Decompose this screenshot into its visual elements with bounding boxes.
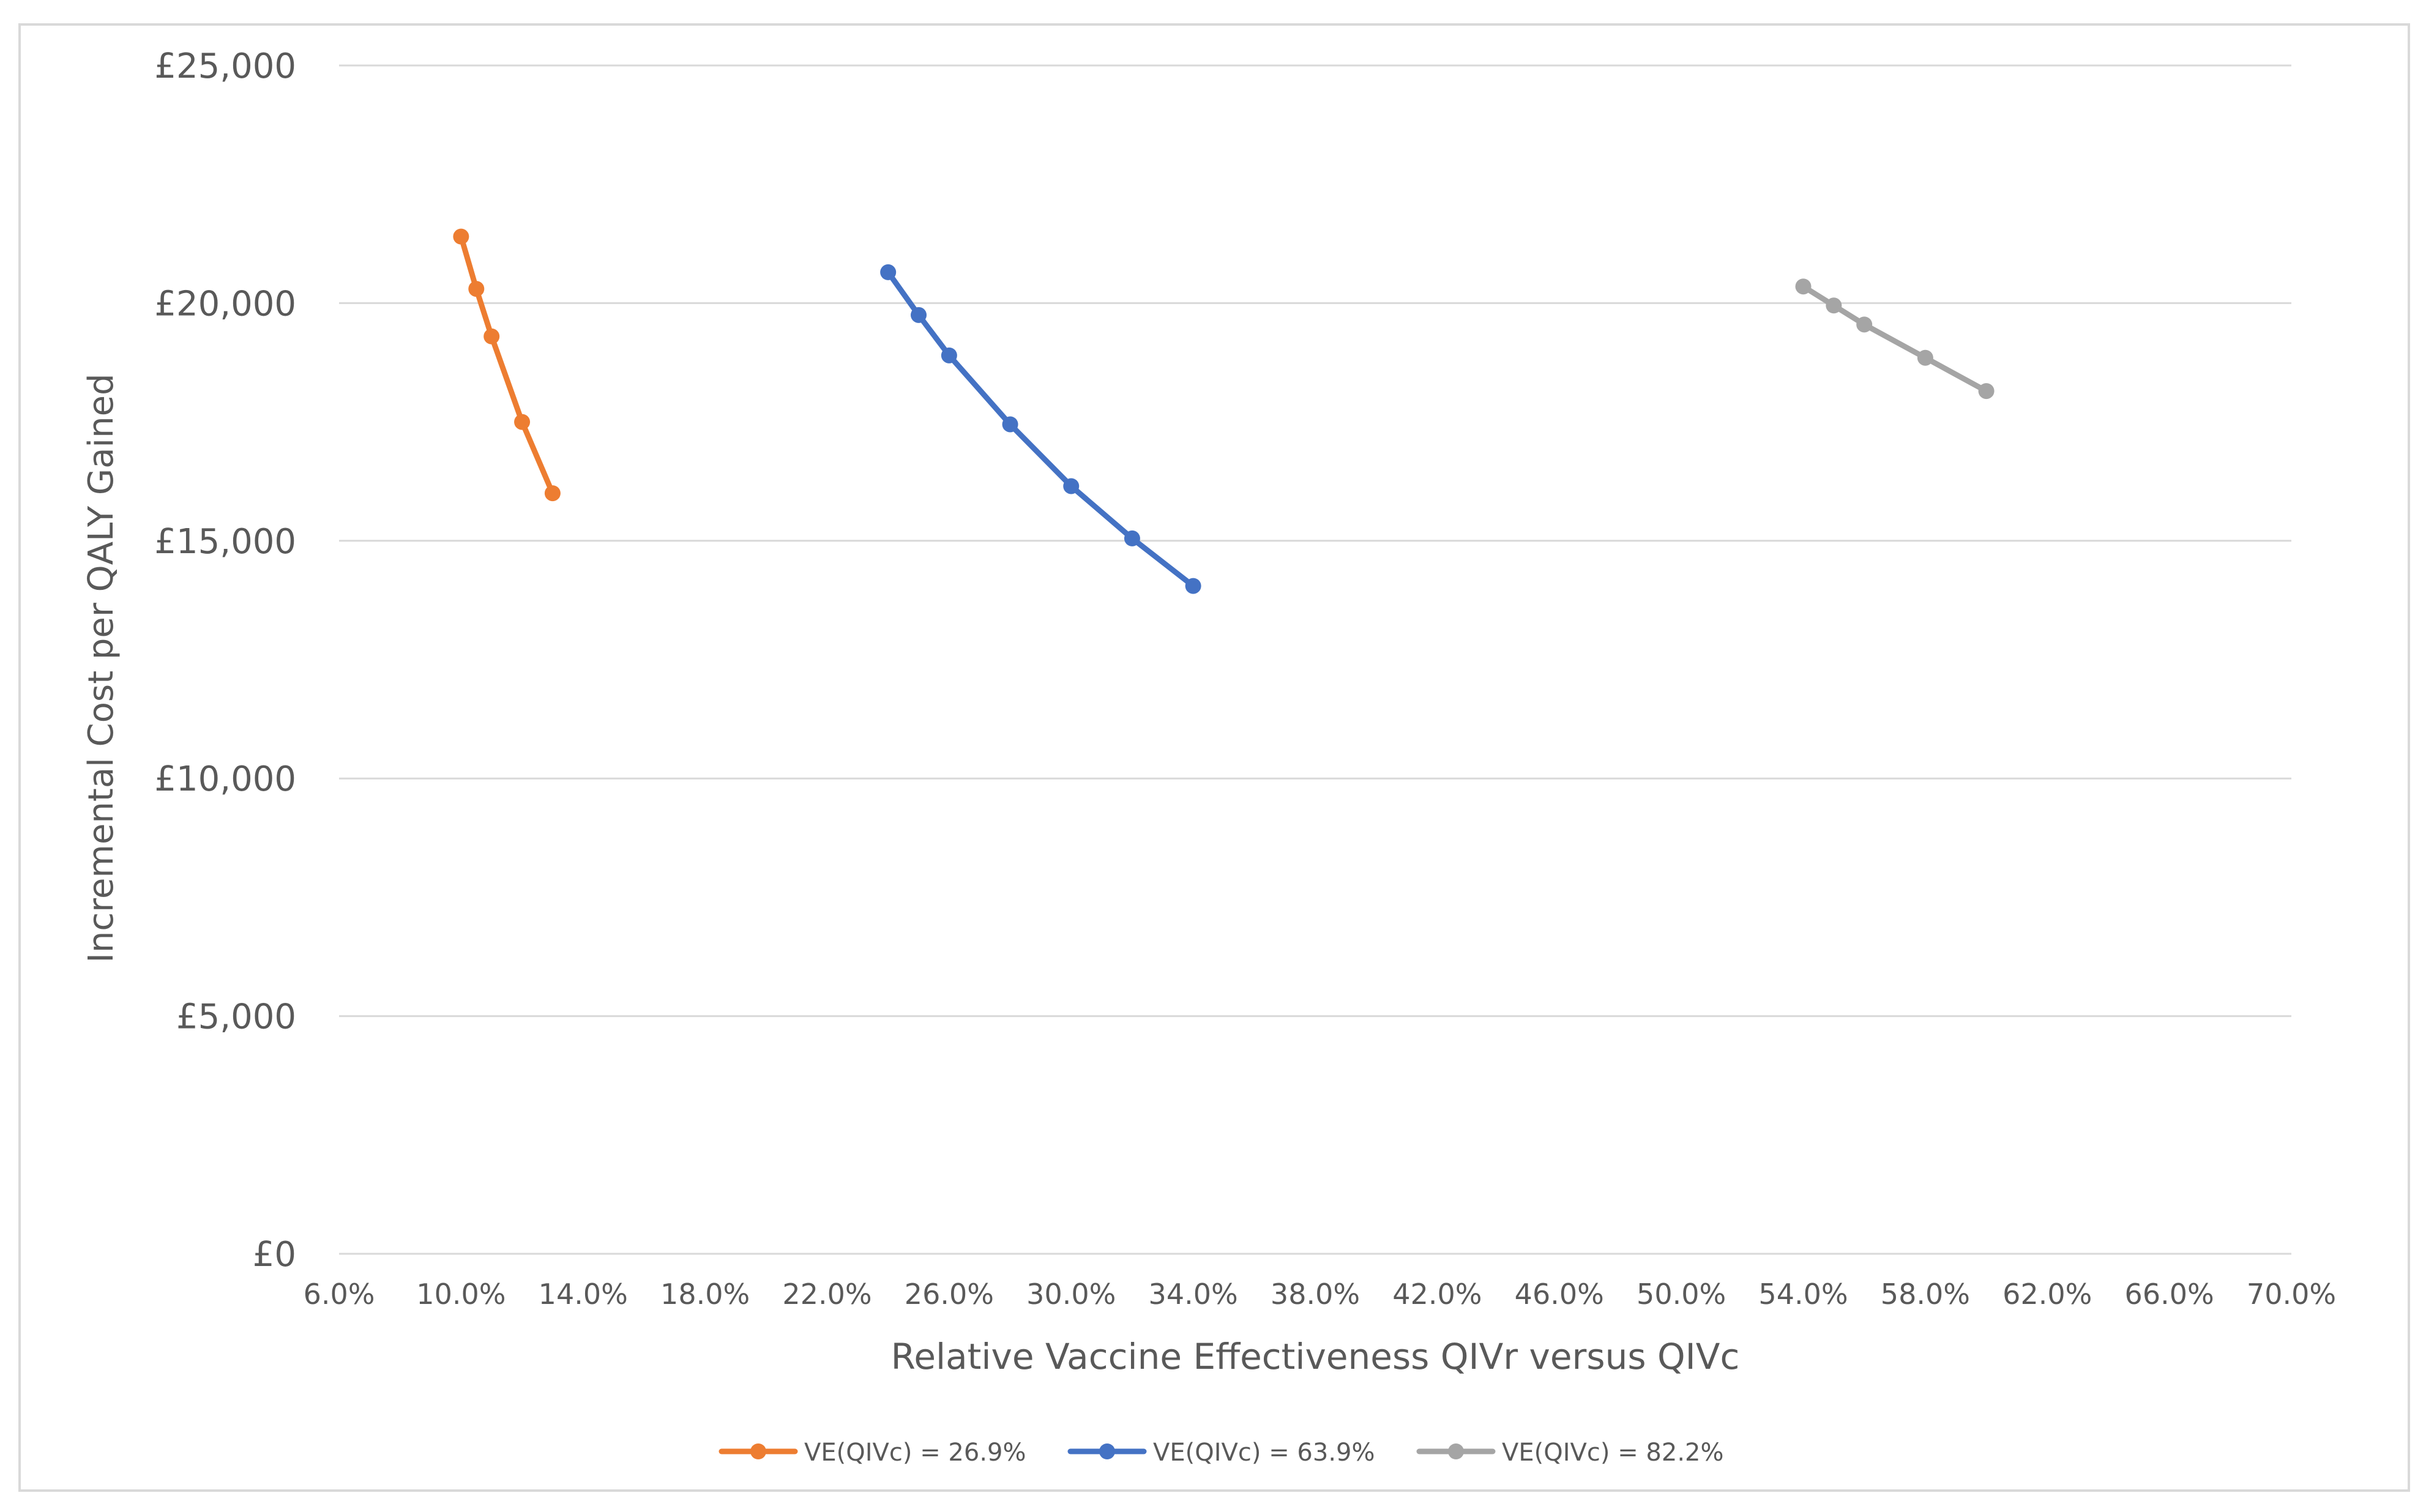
x-tick-label: 50.0% xyxy=(1637,1278,1726,1311)
x-tick-label: 18.0% xyxy=(660,1278,750,1311)
x-tick-label: 62.0% xyxy=(2002,1278,2092,1311)
series-2-point xyxy=(1002,416,1018,433)
legend-label-2: VE(QIVc) = 63.9% xyxy=(1153,1439,1375,1467)
legend-marker-2 xyxy=(1099,1443,1115,1459)
y-tick-label: £25,000 xyxy=(154,47,296,86)
x-tick-label: 10.0% xyxy=(416,1278,506,1311)
x-tick-label: 42.0% xyxy=(1392,1278,1482,1311)
series-line-2 xyxy=(885,269,1196,589)
y-tick-label: £5,000 xyxy=(176,997,296,1037)
series-2-point xyxy=(880,264,897,280)
legend: VE(QIVc) = 26.9% VE(QIVc) = 63.9% VE(QIVc)… xyxy=(718,1439,1724,1467)
y-tick-label: £20,000 xyxy=(154,284,296,324)
series-3-point xyxy=(1978,383,1995,400)
y-tick-label: £15,000 xyxy=(154,522,296,562)
series-3-point xyxy=(1826,297,1842,314)
series-2-point xyxy=(1185,578,1201,594)
series-1-point xyxy=(453,228,469,245)
x-tick-label: 54.0% xyxy=(1758,1278,1848,1311)
x-tick-label: 6.0% xyxy=(304,1278,375,1311)
x-axis-title: Relative Vaccine Effectiveness QIVr vers… xyxy=(891,1336,1740,1377)
x-tick-label: 58.0% xyxy=(1881,1278,1970,1311)
legend-label-3: VE(QIVc) = 82.2% xyxy=(1502,1439,1724,1467)
series-3-point xyxy=(1917,349,1933,366)
series-1-point xyxy=(514,414,531,430)
chart-svg: £0 £5,000 £10,000 £15,000 £20,000 £25,000 6.0… xyxy=(81,47,2337,1467)
legend-marker-1 xyxy=(750,1443,766,1459)
legend-label-1: VE(QIVc) = 26.9% xyxy=(804,1439,1026,1467)
x-tick-label: 46.0% xyxy=(1515,1278,1604,1311)
series-1-point xyxy=(483,328,500,344)
series-line-1 xyxy=(458,234,556,496)
series-2-point xyxy=(1124,530,1140,546)
series-1-point xyxy=(468,281,485,297)
grid-layer xyxy=(339,64,2291,1255)
x-tick-label: 22.0% xyxy=(782,1278,871,1311)
series-2-point xyxy=(1063,478,1080,494)
series-3-point xyxy=(1795,278,1812,295)
series-2-point xyxy=(911,307,927,323)
series-3-point xyxy=(1856,316,1873,333)
x-tick-label: 38.0% xyxy=(1271,1278,1360,1311)
y-axis-title: Incremental Cost per QALY Gained xyxy=(81,373,121,963)
series-layer xyxy=(453,228,1995,594)
y-axis-ticks: £0 £5,000 £10,000 £15,000 £20,000 £25,000 xyxy=(154,47,296,1275)
y-tick-label: £10,000 xyxy=(154,759,296,799)
legend-marker-3 xyxy=(1448,1443,1464,1459)
x-tick-label: 14.0% xyxy=(539,1278,628,1311)
x-tick-label: 26.0% xyxy=(905,1278,994,1311)
x-tick-label: 70.0% xyxy=(2247,1278,2336,1311)
x-axis-ticks: 6.0% 10.0% 14.0% 18.0% 22.0% 26.0% 30.0% 34.0% 3… xyxy=(304,1278,2337,1311)
x-tick-label: 30.0% xyxy=(1026,1278,1116,1311)
series-2-point xyxy=(941,347,957,363)
y-tick-label: £0 xyxy=(253,1235,296,1275)
x-tick-label: 66.0% xyxy=(2125,1278,2214,1311)
chart-frame: £0 £5,000 £10,000 £15,000 £20,000 £25,000 6.0… xyxy=(18,23,2410,1492)
x-tick-label: 34.0% xyxy=(1149,1278,1238,1311)
series-1-point xyxy=(544,485,561,502)
